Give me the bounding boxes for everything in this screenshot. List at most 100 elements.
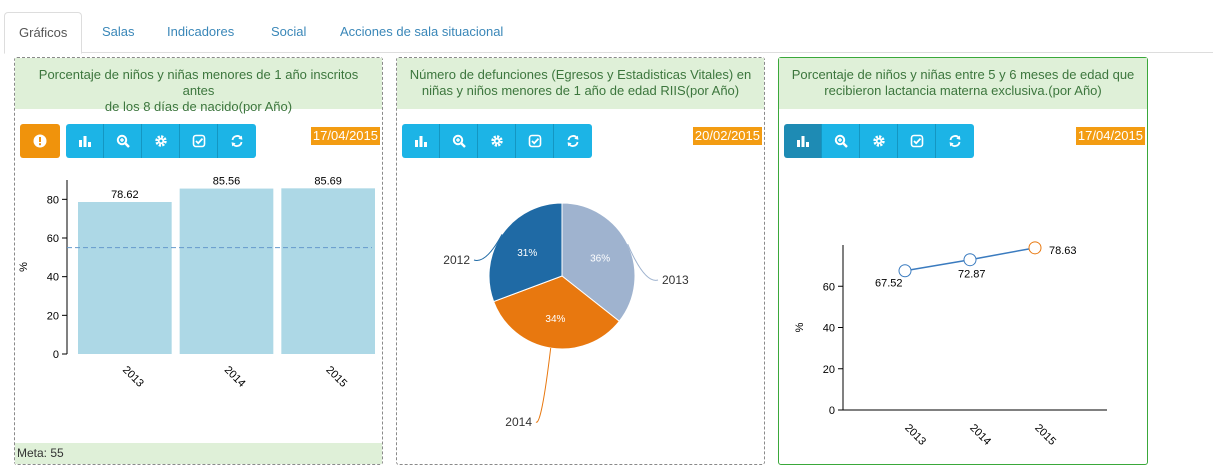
pie-leader-line: [535, 348, 552, 423]
zoom-button[interactable]: [104, 124, 142, 158]
x-tick-label: 2013: [902, 422, 928, 448]
bar-chart-button[interactable]: [66, 124, 104, 158]
pie-category-label: 2012: [443, 253, 470, 267]
x-tick-label: 2013: [120, 364, 146, 390]
bar-value-label: 78.62: [111, 189, 139, 201]
refresh-button[interactable]: [936, 124, 974, 158]
refresh-button[interactable]: [218, 124, 256, 158]
y-tick-label: 60: [47, 233, 59, 245]
refresh-icon: [567, 135, 579, 147]
refresh-button[interactable]: [554, 124, 592, 158]
data-point-2015: [1028, 241, 1042, 255]
bar-value-label: 85.69: [314, 175, 342, 187]
gear-icon: [872, 135, 885, 147]
zoom-button[interactable]: [440, 124, 478, 158]
zoom-button[interactable]: [822, 124, 860, 158]
tab-acciones-sala-situacional[interactable]: Acciones de sala situacional: [340, 24, 504, 39]
check-button[interactable]: [516, 124, 554, 158]
bar-2015: [281, 188, 375, 354]
line-chart: 0 20 40 60% 67.52 2013 72.87 2014 78.63 2015: [794, 241, 1107, 448]
pie-slice-2014: [492, 275, 620, 350]
panel-inscritos: Porcentaje de niños y niñas menores de 1…: [14, 57, 383, 465]
pie-percent-label: 36%: [590, 254, 610, 265]
panel-title: Número de defunciones (Egresos y Estadis…: [397, 58, 764, 109]
check-button[interactable]: [180, 124, 218, 158]
y-tick-label: 20: [823, 364, 835, 376]
x-tick-label: 2015: [323, 364, 349, 390]
point-value-label: 67.52: [875, 278, 903, 290]
update-date: 20/02/2015: [692, 127, 762, 145]
y-tick-label: 60: [823, 281, 835, 293]
gear-icon: [154, 135, 167, 147]
check-icon: [192, 134, 205, 148]
data-point-2014: [963, 253, 977, 267]
y-tick-label: 0: [53, 349, 59, 361]
panel-title-line2: niñas y niños menores de 1 año de edad R…: [421, 83, 740, 98]
settings-button[interactable]: [478, 124, 516, 158]
pie-slice-2012: [488, 202, 563, 303]
pie-percent-label: 31%: [517, 248, 537, 259]
check-icon: [910, 134, 923, 148]
zoom-icon: [116, 134, 130, 148]
bar-chart: 0 20 40 60 80% 78.62 2013 85.56 2014 85.69 2015: [18, 175, 375, 390]
x-tick-label: 2014: [967, 422, 993, 448]
goal-footer: Meta: 55: [15, 443, 382, 464]
y-axis-label: %: [794, 322, 806, 332]
point-value-label: 72.87: [958, 269, 986, 281]
y-tick-label: 0: [829, 405, 835, 417]
chart-toolbar: [20, 124, 256, 158]
panel-title-line2: recibieron lactancia materna exclusiva.(…: [824, 83, 1102, 98]
pie-leader-line: [627, 243, 659, 281]
alert-button[interactable]: [20, 124, 60, 158]
chart-toolbar: [784, 124, 974, 158]
gear-icon: [490, 135, 503, 147]
panel-title: Porcentaje de niños y niñas entre 5 y 6 …: [779, 58, 1147, 109]
check-icon: [528, 134, 541, 148]
panel-defunciones: Número de defunciones (Egresos y Estadis…: [396, 57, 765, 465]
x-tick-label: 2014: [222, 364, 248, 390]
pie-category-label: 2013: [662, 273, 689, 287]
update-date: 17/04/2015: [1075, 127, 1145, 145]
tab-indicadores[interactable]: Indicadores: [167, 24, 235, 39]
tab-salas[interactable]: Salas: [102, 24, 135, 39]
pie-leader-line: [473, 234, 503, 261]
refresh-icon: [949, 135, 961, 147]
panel-lactancia: Porcentaje de niños y niñas entre 5 y 6 …: [778, 57, 1148, 465]
alert-icon: [33, 134, 47, 148]
settings-button[interactable]: [142, 124, 180, 158]
tab-bar: Gráficos Salas Indicadores Social Accion…: [4, 12, 1213, 54]
bar-chart-button[interactable]: [402, 124, 440, 158]
bar-chart-button[interactable]: [784, 124, 822, 158]
tab-graficos[interactable]: Gráficos: [4, 12, 83, 54]
tab-social[interactable]: Social: [271, 24, 307, 39]
check-button[interactable]: [898, 124, 936, 158]
y-tick-label: 80: [47, 194, 59, 206]
bar-2013: [78, 202, 172, 354]
update-date: 17/04/2015: [310, 127, 380, 145]
panel-title: Porcentaje de niños y niñas menores de 1…: [15, 58, 382, 114]
bar-value-label: 85.56: [213, 176, 241, 188]
pie-category-label: 2014: [505, 415, 532, 429]
x-tick-label: 2015: [1032, 422, 1058, 448]
y-axis-label: %: [18, 262, 30, 272]
pie-chart: 36% 2013 34% 2014 31% 2012: [443, 202, 689, 429]
settings-button[interactable]: [860, 124, 898, 158]
panel-title-line1: Porcentaje de niños y niñas entre 5 y 6 …: [791, 67, 1135, 82]
data-point-2013: [898, 264, 912, 278]
pie-percent-label: 34%: [545, 314, 565, 325]
panel-title-line1: Porcentaje de niños y niñas menores de 1…: [38, 67, 359, 98]
point-value-label: 78.63: [1049, 245, 1077, 257]
refresh-icon: [231, 135, 243, 147]
zoom-icon: [452, 134, 466, 148]
y-tick-label: 40: [823, 323, 835, 335]
bar-chart-icon: [796, 136, 809, 147]
zoom-icon: [834, 134, 848, 148]
y-tick-label: 20: [47, 310, 59, 322]
chart-toolbar: [402, 124, 592, 158]
y-tick-label: 40: [47, 272, 59, 284]
bar-chart-icon: [78, 136, 91, 147]
panel-title-line1: Número de defunciones (Egresos y Estadis…: [409, 67, 752, 82]
bar-2014: [179, 188, 274, 354]
panel-title-line2: de los 8 días de nacido(por Año): [104, 99, 293, 114]
bar-chart-icon: [414, 136, 427, 147]
